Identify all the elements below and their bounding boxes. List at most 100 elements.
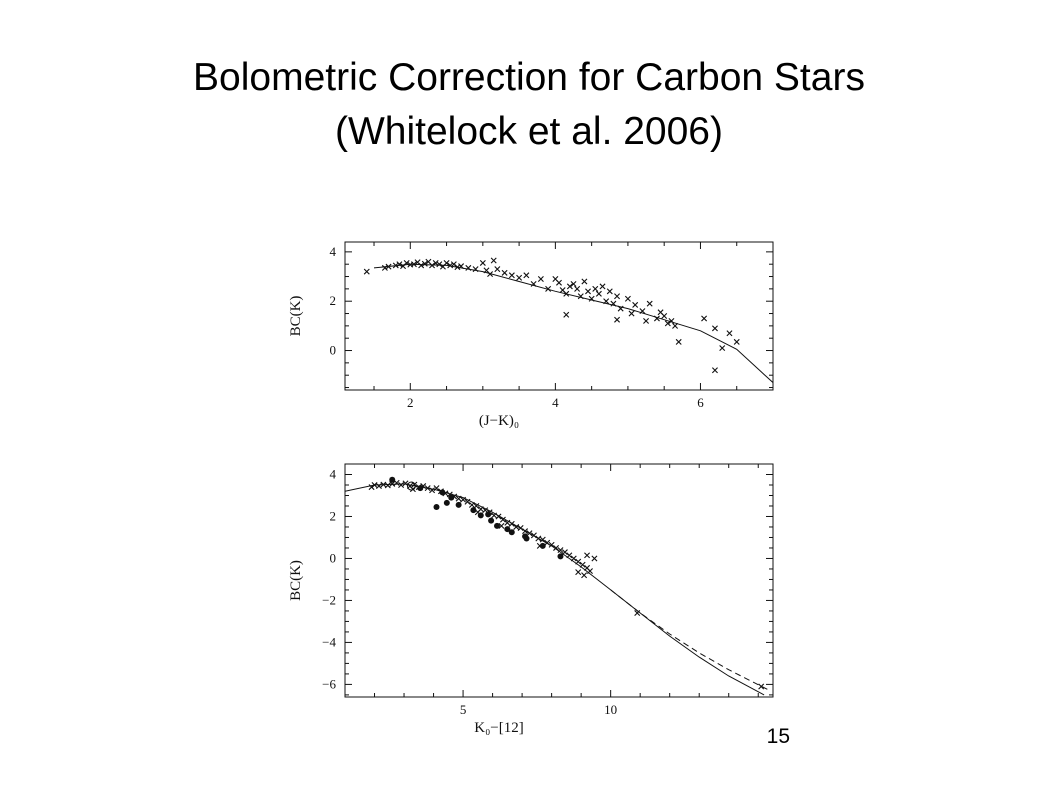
bottom-y-axis-label: BC(K) xyxy=(288,560,304,601)
slide-title-line-1: Bolometric Correction for Carbon Stars xyxy=(193,56,865,99)
top-data-point-cross xyxy=(458,263,465,270)
top-data-point-cross xyxy=(664,320,671,327)
top-data-point-cross xyxy=(653,315,660,322)
top-panel-jk: 2 4 6 0 2 4 (J−K)₀ BC(K) xyxy=(288,241,774,429)
top-data-point-cross xyxy=(585,288,592,295)
top-data-point-cross xyxy=(421,260,428,267)
top-y-tick-label: 4 xyxy=(330,244,337,259)
bottom-data-point-dot xyxy=(443,499,450,506)
bottom-data-point-cross xyxy=(393,479,400,486)
top-data-point-cross xyxy=(545,285,552,292)
top-data-point-cross xyxy=(675,338,682,345)
top-data-point-cross xyxy=(487,271,494,278)
top-fit-curve xyxy=(373,263,773,383)
bottom-data-point-cross xyxy=(587,568,593,575)
bottom-data-point-cross xyxy=(758,683,765,690)
bottom-data-point-dot xyxy=(470,507,477,514)
top-data-point-cross xyxy=(711,367,718,374)
top-data-point-cross xyxy=(592,285,599,292)
bottom-y-tick-label: 0 xyxy=(330,550,337,565)
top-data-point-cross xyxy=(668,317,675,324)
bottom-data-point-cross xyxy=(579,561,586,568)
top-data-point-cross xyxy=(516,274,523,281)
bottom-data-point-cross xyxy=(553,544,560,551)
top-data-point-cross xyxy=(447,262,454,269)
bottom-data-point-cross xyxy=(498,522,505,529)
bottom-data-point-dot xyxy=(485,511,492,518)
bottom-panel-k12: 5 10 −6 −4 −2 0 2 4 K₀−[12] BC(K) xyxy=(288,463,774,736)
bottom-data-point-dot xyxy=(488,517,495,524)
bottom-data-point-cross xyxy=(508,520,515,527)
top-data-point-cross xyxy=(610,300,617,307)
top-data-point-cross xyxy=(624,295,631,302)
bottom-y-tick-label: −4 xyxy=(322,634,336,649)
bottom-data-point-dot xyxy=(477,512,484,519)
top-x-tick-label: 4 xyxy=(552,395,559,410)
bottom-data-point-cross xyxy=(548,541,555,548)
bottom-data-point-cross xyxy=(371,482,378,488)
top-data-point-cross xyxy=(726,330,733,337)
bottom-data-point-cross xyxy=(464,498,471,505)
top-data-point-cross xyxy=(719,345,726,352)
top-y-tick-label: 0 xyxy=(330,343,337,358)
bottom-data-point-dot xyxy=(494,522,501,529)
bottom-data-point-cross xyxy=(535,535,542,542)
top-data-point-cross xyxy=(465,264,472,271)
top-data-point-cross xyxy=(588,295,595,302)
bottom-data-point-cross xyxy=(522,528,529,535)
top-data-point-cross xyxy=(530,280,537,287)
bottom-y-tick-label: 2 xyxy=(330,508,337,523)
bottom-data-point-cross xyxy=(491,512,498,519)
top-data-point-cross xyxy=(363,268,370,275)
top-data-point-cross xyxy=(614,316,621,323)
bottom-data-point-cross xyxy=(634,610,641,617)
bottom-data-point-dot xyxy=(433,504,440,511)
bottom-y-tick-label: 4 xyxy=(330,466,337,481)
bottom-fit-curve-dashed xyxy=(610,589,771,692)
top-data-point-cross xyxy=(628,310,635,317)
bottom-data-point-cross xyxy=(499,516,506,523)
top-data-point-cross xyxy=(563,311,570,318)
bottom-x-axis-label: K₀−[12] xyxy=(474,720,524,736)
bottom-data-point-cross xyxy=(433,485,440,492)
bottom-data-point-cross xyxy=(468,501,475,508)
bottom-data-point-cross xyxy=(526,530,533,537)
top-data-point-cross xyxy=(566,283,573,290)
bottom-data-point-cross xyxy=(544,539,551,546)
top-data-point-cross xyxy=(595,290,602,297)
top-data-point-cross xyxy=(570,280,577,287)
bottom-data-point-cross xyxy=(380,481,387,488)
top-data-point-cross xyxy=(396,261,403,268)
bottom-plot-frame xyxy=(344,463,774,698)
bottom-data-point-cross xyxy=(581,572,588,579)
top-data-point-cross xyxy=(385,263,392,270)
bottom-data-point-cross xyxy=(424,485,431,492)
bottom-data-point-cross xyxy=(460,496,467,503)
bottom-data-point-cross xyxy=(375,483,382,490)
bottom-y-tick-label: −6 xyxy=(322,676,336,691)
bottom-data-point-ring xyxy=(406,481,416,491)
top-data-point-cross xyxy=(508,272,515,279)
top-plot-frame xyxy=(344,241,774,391)
bottom-data-point-cross xyxy=(504,519,511,526)
top-data-point-cross xyxy=(577,293,584,300)
bottom-data-point-cross xyxy=(398,482,405,488)
bottom-data-point-dot xyxy=(439,489,446,496)
top-data-point-cross xyxy=(606,288,613,295)
bottom-data-point-cross xyxy=(409,486,416,493)
bottom-data-point-cross xyxy=(389,480,396,487)
top-data-point-cross xyxy=(479,259,486,266)
bottom-data-point-dot xyxy=(522,533,529,540)
top-data-point-cross xyxy=(556,279,562,286)
bottom-data-point-cross xyxy=(566,552,573,559)
bottom-data-point-cross xyxy=(513,523,520,530)
bottom-data-point-dot xyxy=(539,542,546,549)
bottom-data-point-cross xyxy=(368,484,375,491)
bottom-x-tick-label: 5 xyxy=(460,702,467,717)
top-data-point-cross xyxy=(537,276,544,282)
top-x-tick-label: 6 xyxy=(697,395,704,410)
top-data-point-cross xyxy=(599,283,606,290)
bottom-data-point-dot xyxy=(417,485,424,492)
